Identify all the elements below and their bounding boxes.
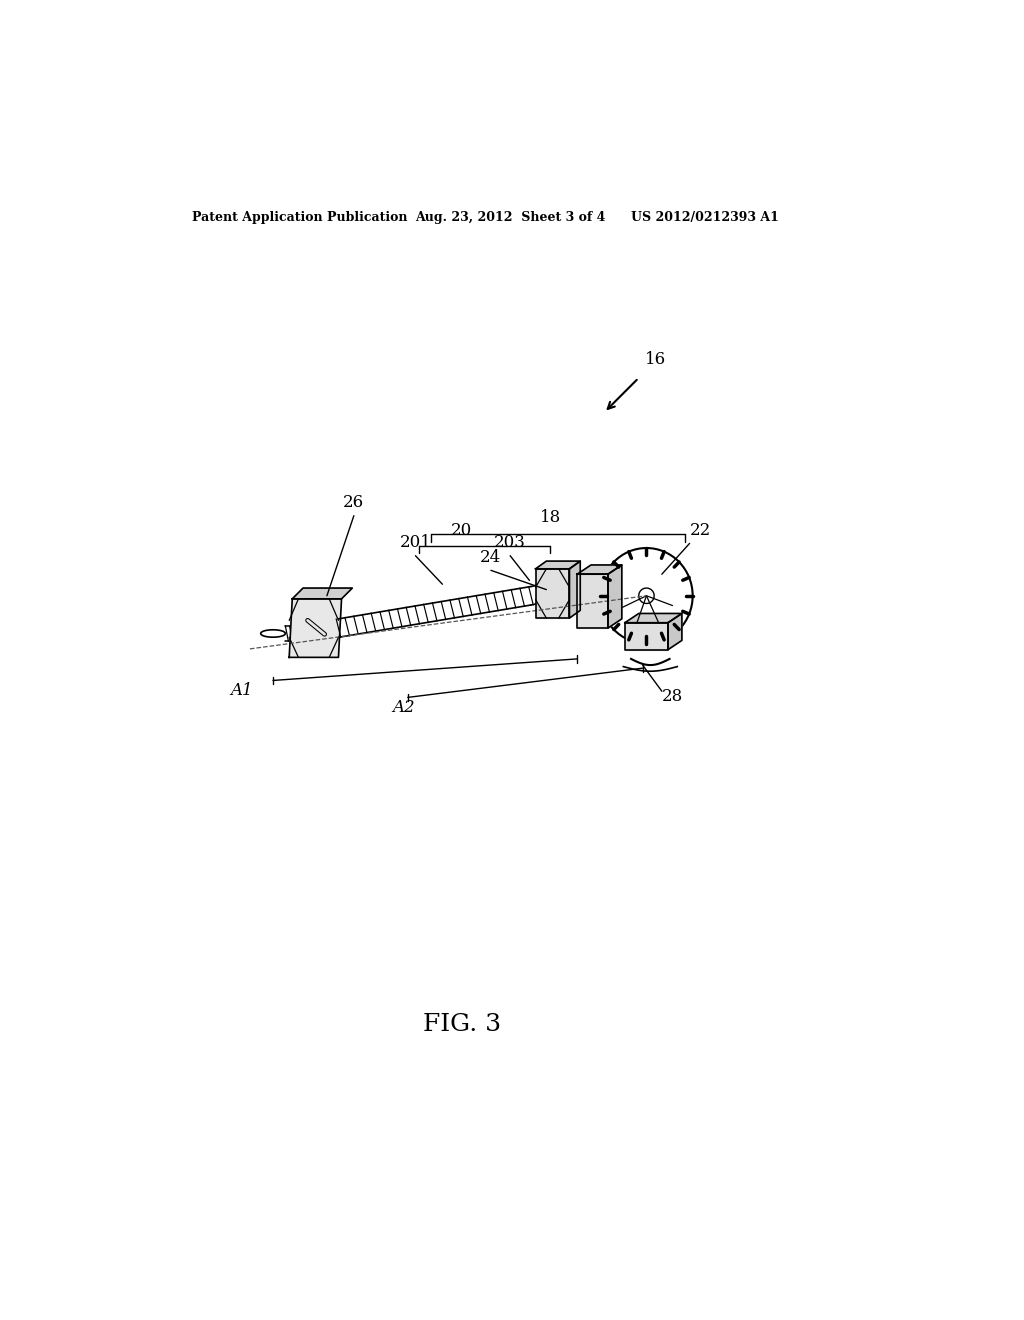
Text: A1: A1	[230, 682, 253, 700]
Polygon shape	[536, 569, 569, 618]
Text: Patent Application Publication: Patent Application Publication	[193, 211, 408, 224]
Text: 203: 203	[495, 535, 526, 552]
Polygon shape	[292, 589, 352, 599]
Polygon shape	[668, 614, 682, 649]
Text: 26: 26	[343, 494, 365, 511]
Text: FIG. 3: FIG. 3	[423, 1014, 502, 1036]
Text: US 2012/0212393 A1: US 2012/0212393 A1	[631, 211, 779, 224]
Polygon shape	[536, 561, 581, 569]
Polygon shape	[625, 623, 668, 649]
Polygon shape	[625, 614, 682, 623]
Polygon shape	[569, 561, 581, 618]
Text: 201: 201	[399, 535, 431, 552]
Text: 20: 20	[451, 521, 472, 539]
Text: Aug. 23, 2012  Sheet 3 of 4: Aug. 23, 2012 Sheet 3 of 4	[416, 211, 606, 224]
Text: 22: 22	[689, 521, 711, 539]
Polygon shape	[578, 574, 608, 628]
Polygon shape	[608, 565, 622, 628]
Text: 28: 28	[662, 688, 683, 705]
Text: 16: 16	[645, 351, 666, 368]
Text: A2: A2	[392, 700, 415, 715]
Polygon shape	[578, 565, 622, 574]
Text: 24: 24	[480, 549, 502, 566]
Text: 18: 18	[540, 510, 561, 527]
Polygon shape	[289, 599, 342, 657]
